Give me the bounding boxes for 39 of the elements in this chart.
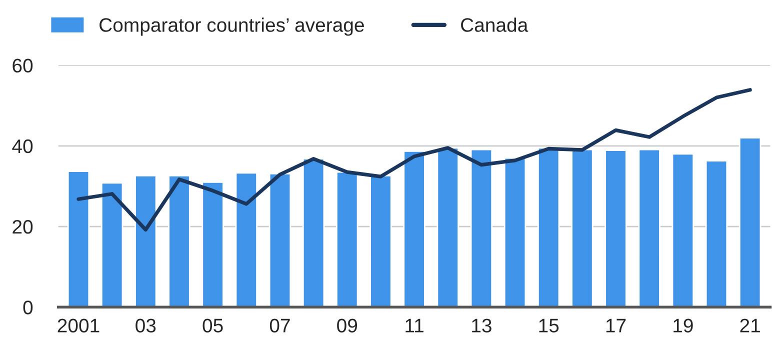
bar	[370, 175, 392, 308]
bar	[571, 148, 594, 308]
bar	[537, 147, 560, 308]
y-tick-label: 40	[12, 139, 33, 154]
bar	[202, 181, 224, 308]
x-tick-label: 21	[740, 318, 760, 332]
y-tick-label: 60	[12, 58, 33, 73]
bar	[738, 137, 762, 308]
bar	[302, 158, 325, 308]
bar	[67, 170, 90, 308]
x-tick-label: 03	[136, 318, 156, 333]
bar	[436, 147, 459, 308]
y-tick-label: 20	[12, 220, 33, 234]
bar	[403, 150, 426, 308]
bar	[336, 171, 358, 308]
x-tick-label: 2001	[58, 318, 100, 333]
bar	[168, 175, 190, 308]
bar	[235, 172, 258, 308]
legend-label: Canada	[461, 18, 528, 32]
line-series	[76, 88, 752, 232]
x-tick-label: 07	[270, 318, 290, 333]
x-tick-label: 19	[674, 318, 693, 333]
bar	[604, 150, 627, 308]
x-tick-label: 11	[406, 318, 424, 332]
bar	[705, 160, 728, 308]
x-tick-label: 09	[337, 318, 358, 333]
legend-label: Comparator countries’ average	[100, 18, 364, 36]
x-tick-label: 15	[539, 318, 559, 333]
y-tick-label: 0	[23, 300, 33, 314]
bar	[638, 148, 660, 308]
x-tick-label: 05	[202, 318, 223, 333]
x-tick-label: 17	[606, 318, 626, 332]
bar	[134, 175, 157, 308]
bar	[100, 182, 124, 308]
bar	[268, 173, 292, 308]
bar	[672, 153, 694, 308]
bar	[504, 157, 526, 308]
x-tick-label: 13	[472, 318, 492, 333]
bar	[470, 148, 493, 308]
